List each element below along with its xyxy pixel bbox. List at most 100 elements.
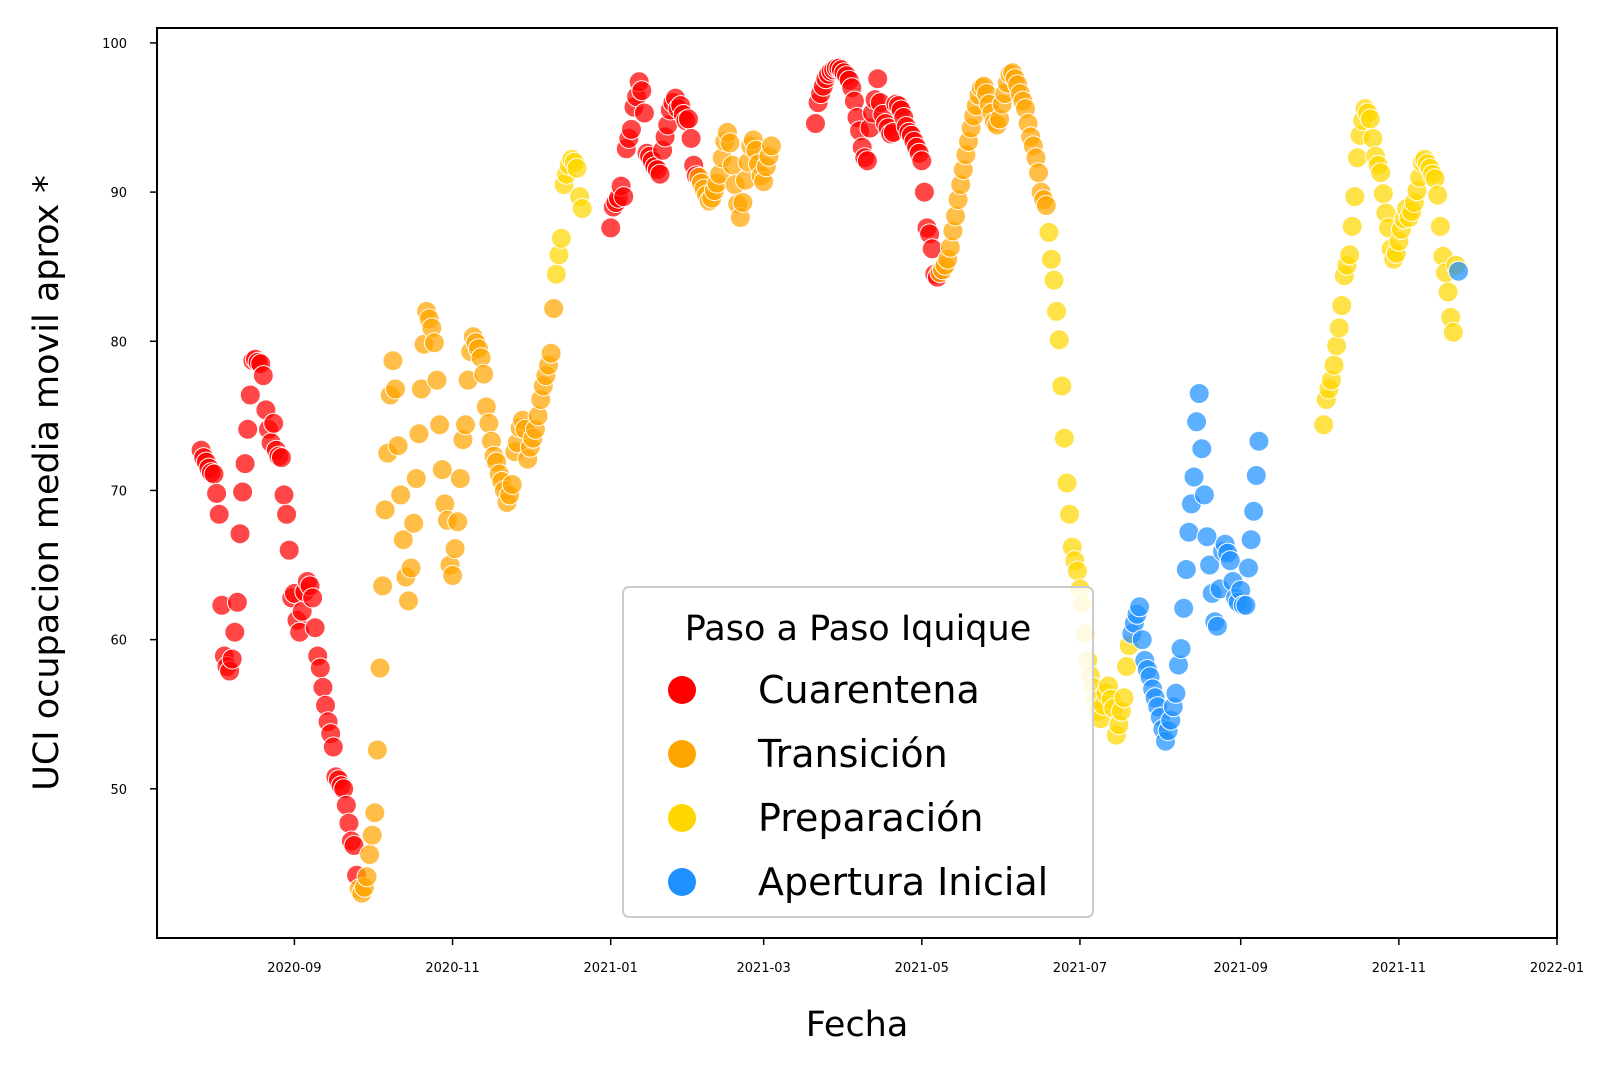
y-tick-label: 80 bbox=[110, 335, 127, 350]
y-tick-label: 100 bbox=[102, 37, 127, 52]
point-transici-n bbox=[410, 378, 432, 400]
point-transici-n bbox=[408, 423, 430, 445]
point-transici-n bbox=[400, 557, 422, 579]
point-preparaci-n bbox=[1427, 184, 1449, 206]
point-cuarentena bbox=[633, 102, 655, 124]
point-preparaci-n bbox=[1113, 687, 1135, 709]
point-cuarentena bbox=[309, 657, 331, 679]
point-transici-n bbox=[455, 414, 476, 436]
point-preparaci-n bbox=[566, 157, 588, 179]
point-cuarentena bbox=[600, 217, 622, 239]
point-cuarentena bbox=[678, 108, 699, 130]
point-transici-n bbox=[356, 866, 378, 888]
point-cuarentena bbox=[270, 447, 292, 469]
x-tick-label: 2020-11 bbox=[425, 961, 479, 976]
point-cuarentena bbox=[805, 113, 826, 134]
x-axis-label: Fecha bbox=[806, 1005, 909, 1045]
point-transici-n bbox=[382, 350, 404, 372]
point-transici-n bbox=[449, 468, 471, 489]
point-transici-n bbox=[385, 378, 406, 400]
x-tick-label: 2021-09 bbox=[1214, 961, 1268, 976]
point-transici-n bbox=[390, 484, 412, 506]
point-transici-n bbox=[361, 824, 383, 846]
point-cuarentena bbox=[239, 384, 261, 406]
point-transici-n bbox=[374, 499, 396, 521]
point-transici-n bbox=[403, 512, 425, 534]
point-apertura-inicial bbox=[1243, 500, 1265, 522]
point-transici-n bbox=[364, 802, 386, 824]
point-preparaci-n bbox=[1313, 414, 1335, 436]
point-preparaci-n bbox=[1429, 215, 1451, 237]
point-transici-n bbox=[387, 435, 409, 457]
point-transici-n bbox=[760, 135, 782, 157]
point-apertura-inicial bbox=[1165, 682, 1187, 704]
point-preparaci-n bbox=[1328, 317, 1350, 339]
point-apertura-inicial bbox=[1193, 484, 1215, 506]
point-apertura-inicial bbox=[1170, 638, 1192, 660]
point-preparaci-n bbox=[1331, 295, 1353, 316]
x-tick-label: 2021-11 bbox=[1372, 961, 1426, 976]
point-transici-n bbox=[501, 474, 523, 495]
point-cuarentena bbox=[226, 591, 248, 613]
point-preparaci-n bbox=[571, 198, 593, 219]
point-transici-n bbox=[429, 414, 451, 436]
point-cuarentena bbox=[224, 621, 246, 643]
y-tick-label: 90 bbox=[110, 186, 127, 201]
point-transici-n bbox=[405, 468, 427, 489]
point-apertura-inicial bbox=[1178, 521, 1200, 543]
legend-label: Transición bbox=[757, 732, 948, 776]
point-preparaci-n bbox=[1362, 127, 1384, 149]
point-cuarentena bbox=[206, 482, 228, 504]
point-apertura-inicial bbox=[1183, 466, 1205, 488]
point-cuarentena bbox=[221, 648, 243, 670]
point-preparaci-n bbox=[1323, 354, 1345, 376]
point-preparaci-n bbox=[1341, 215, 1363, 237]
point-preparaci-n bbox=[1372, 183, 1394, 205]
x-tick-label: 2022-01 bbox=[1530, 961, 1584, 976]
point-preparaci-n bbox=[1116, 656, 1138, 677]
point-preparaci-n bbox=[1346, 147, 1368, 169]
point-cuarentena bbox=[867, 68, 889, 90]
point-transici-n bbox=[392, 529, 414, 551]
point-cuarentena bbox=[208, 503, 230, 525]
point-preparaci-n bbox=[550, 227, 572, 249]
point-transici-n bbox=[1035, 195, 1057, 216]
point-preparaci-n bbox=[1051, 375, 1073, 397]
point-cuarentena bbox=[913, 181, 935, 203]
point-transici-n bbox=[444, 538, 466, 560]
point-cuarentena bbox=[276, 503, 298, 525]
point-apertura-inicial bbox=[1186, 411, 1208, 433]
legend-label: Cuarentena bbox=[758, 668, 980, 712]
point-cuarentena bbox=[302, 587, 324, 609]
point-preparaci-n bbox=[1326, 335, 1348, 357]
point-apertura-inicial bbox=[1245, 465, 1267, 486]
point-transici-n bbox=[732, 192, 754, 213]
legend-label: Preparación bbox=[758, 796, 984, 840]
x-tick-label: 2021-03 bbox=[737, 961, 791, 976]
point-transici-n bbox=[369, 657, 391, 679]
point-apertura-inicial bbox=[1191, 438, 1213, 460]
point-preparaci-n bbox=[1043, 269, 1065, 291]
point-transici-n bbox=[473, 363, 495, 385]
point-transici-n bbox=[423, 332, 445, 354]
point-transici-n bbox=[719, 132, 741, 154]
point-cuarentena bbox=[338, 812, 360, 834]
point-preparaci-n bbox=[1059, 503, 1081, 525]
point-preparaci-n bbox=[1339, 244, 1361, 266]
y-tick-label: 50 bbox=[110, 783, 127, 798]
legend-label: Apertura Inicial bbox=[758, 860, 1048, 904]
legend-marker bbox=[668, 740, 696, 768]
point-cuarentena bbox=[613, 186, 635, 208]
data-points bbox=[190, 57, 1469, 904]
point-apertura-inicial bbox=[1129, 596, 1151, 618]
point-transici-n bbox=[447, 511, 469, 533]
x-tick-label: 2020-09 bbox=[267, 961, 321, 976]
point-transici-n bbox=[442, 565, 464, 586]
point-apertura-inicial bbox=[1173, 597, 1195, 619]
point-preparaci-n bbox=[1040, 248, 1062, 270]
point-transici-n bbox=[540, 342, 562, 364]
legend-marker bbox=[668, 804, 696, 832]
point-transici-n bbox=[431, 459, 453, 481]
point-preparaci-n bbox=[1046, 300, 1068, 322]
